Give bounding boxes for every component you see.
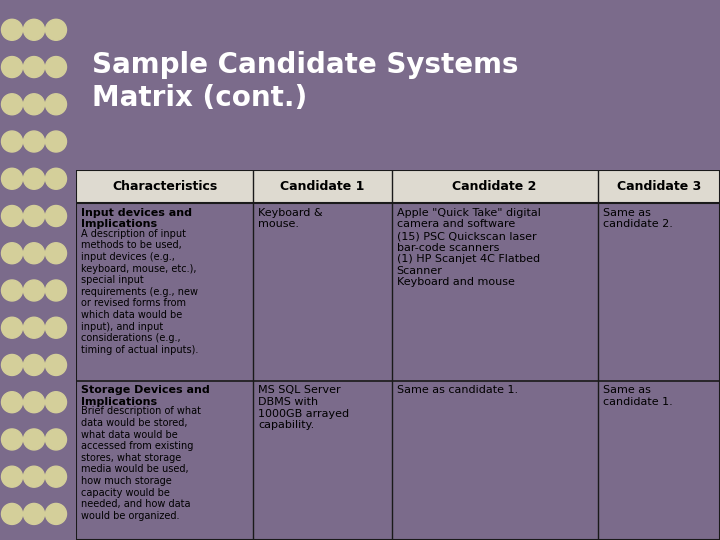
- Circle shape: [1, 392, 22, 413]
- Circle shape: [24, 243, 45, 264]
- Circle shape: [45, 206, 66, 226]
- Circle shape: [45, 280, 66, 301]
- Text: Candidate 1: Candidate 1: [280, 180, 364, 193]
- Text: Same as
candidate 2.: Same as candidate 2.: [603, 208, 672, 230]
- Circle shape: [45, 57, 66, 78]
- Circle shape: [1, 243, 22, 264]
- Circle shape: [1, 168, 22, 189]
- Text: Brief description of what
data would be stored,
what data would be
accessed from: Brief description of what data would be …: [81, 407, 201, 521]
- Circle shape: [24, 94, 45, 115]
- Circle shape: [1, 280, 22, 301]
- Circle shape: [24, 206, 45, 226]
- Text: Characteristics: Characteristics: [112, 180, 217, 193]
- Circle shape: [1, 94, 22, 115]
- Circle shape: [1, 466, 22, 487]
- Circle shape: [1, 503, 22, 524]
- Circle shape: [45, 429, 66, 450]
- Circle shape: [1, 429, 22, 450]
- Text: Storage Devices and
Implications: Storage Devices and Implications: [81, 386, 210, 407]
- Circle shape: [24, 466, 45, 487]
- Text: Candidate 2: Candidate 2: [452, 180, 537, 193]
- Circle shape: [1, 57, 22, 78]
- Circle shape: [1, 317, 22, 338]
- Text: A description of input
methods to be used,
input devices (e.g.,
keyboard, mouse,: A description of input methods to be use…: [81, 229, 199, 355]
- Circle shape: [24, 168, 45, 189]
- Text: Apple "Quick Take" digital
camera and software
(15) PSC Quickscan laser
bar-code: Apple "Quick Take" digital camera and so…: [397, 208, 541, 287]
- Circle shape: [24, 503, 45, 524]
- Circle shape: [24, 429, 45, 450]
- Text: Same as candidate 1.: Same as candidate 1.: [397, 386, 518, 395]
- Bar: [76, 170, 720, 204]
- Circle shape: [45, 243, 66, 264]
- Circle shape: [45, 392, 66, 413]
- Circle shape: [45, 354, 66, 375]
- Text: Sample Candidate Systems
Matrix (cont.): Sample Candidate Systems Matrix (cont.): [92, 51, 518, 112]
- Text: Same as
candidate 1.: Same as candidate 1.: [603, 386, 672, 407]
- Circle shape: [45, 503, 66, 524]
- Circle shape: [1, 354, 22, 375]
- Text: Input devices and
Implications: Input devices and Implications: [81, 208, 192, 230]
- Circle shape: [24, 354, 45, 375]
- Text: MS SQL Server
DBMS with
1000GB arrayed
capability.: MS SQL Server DBMS with 1000GB arrayed c…: [258, 386, 349, 430]
- Circle shape: [24, 57, 45, 78]
- Circle shape: [1, 206, 22, 226]
- Circle shape: [24, 317, 45, 338]
- Circle shape: [24, 280, 45, 301]
- Circle shape: [24, 19, 45, 40]
- Circle shape: [45, 94, 66, 115]
- Circle shape: [1, 131, 22, 152]
- Circle shape: [45, 19, 66, 40]
- Circle shape: [45, 466, 66, 487]
- Circle shape: [45, 317, 66, 338]
- Circle shape: [45, 131, 66, 152]
- Circle shape: [24, 131, 45, 152]
- Circle shape: [24, 392, 45, 413]
- Circle shape: [45, 168, 66, 189]
- Text: Candidate 3: Candidate 3: [617, 180, 701, 193]
- Text: Keyboard &
mouse.: Keyboard & mouse.: [258, 208, 323, 230]
- Circle shape: [1, 19, 22, 40]
